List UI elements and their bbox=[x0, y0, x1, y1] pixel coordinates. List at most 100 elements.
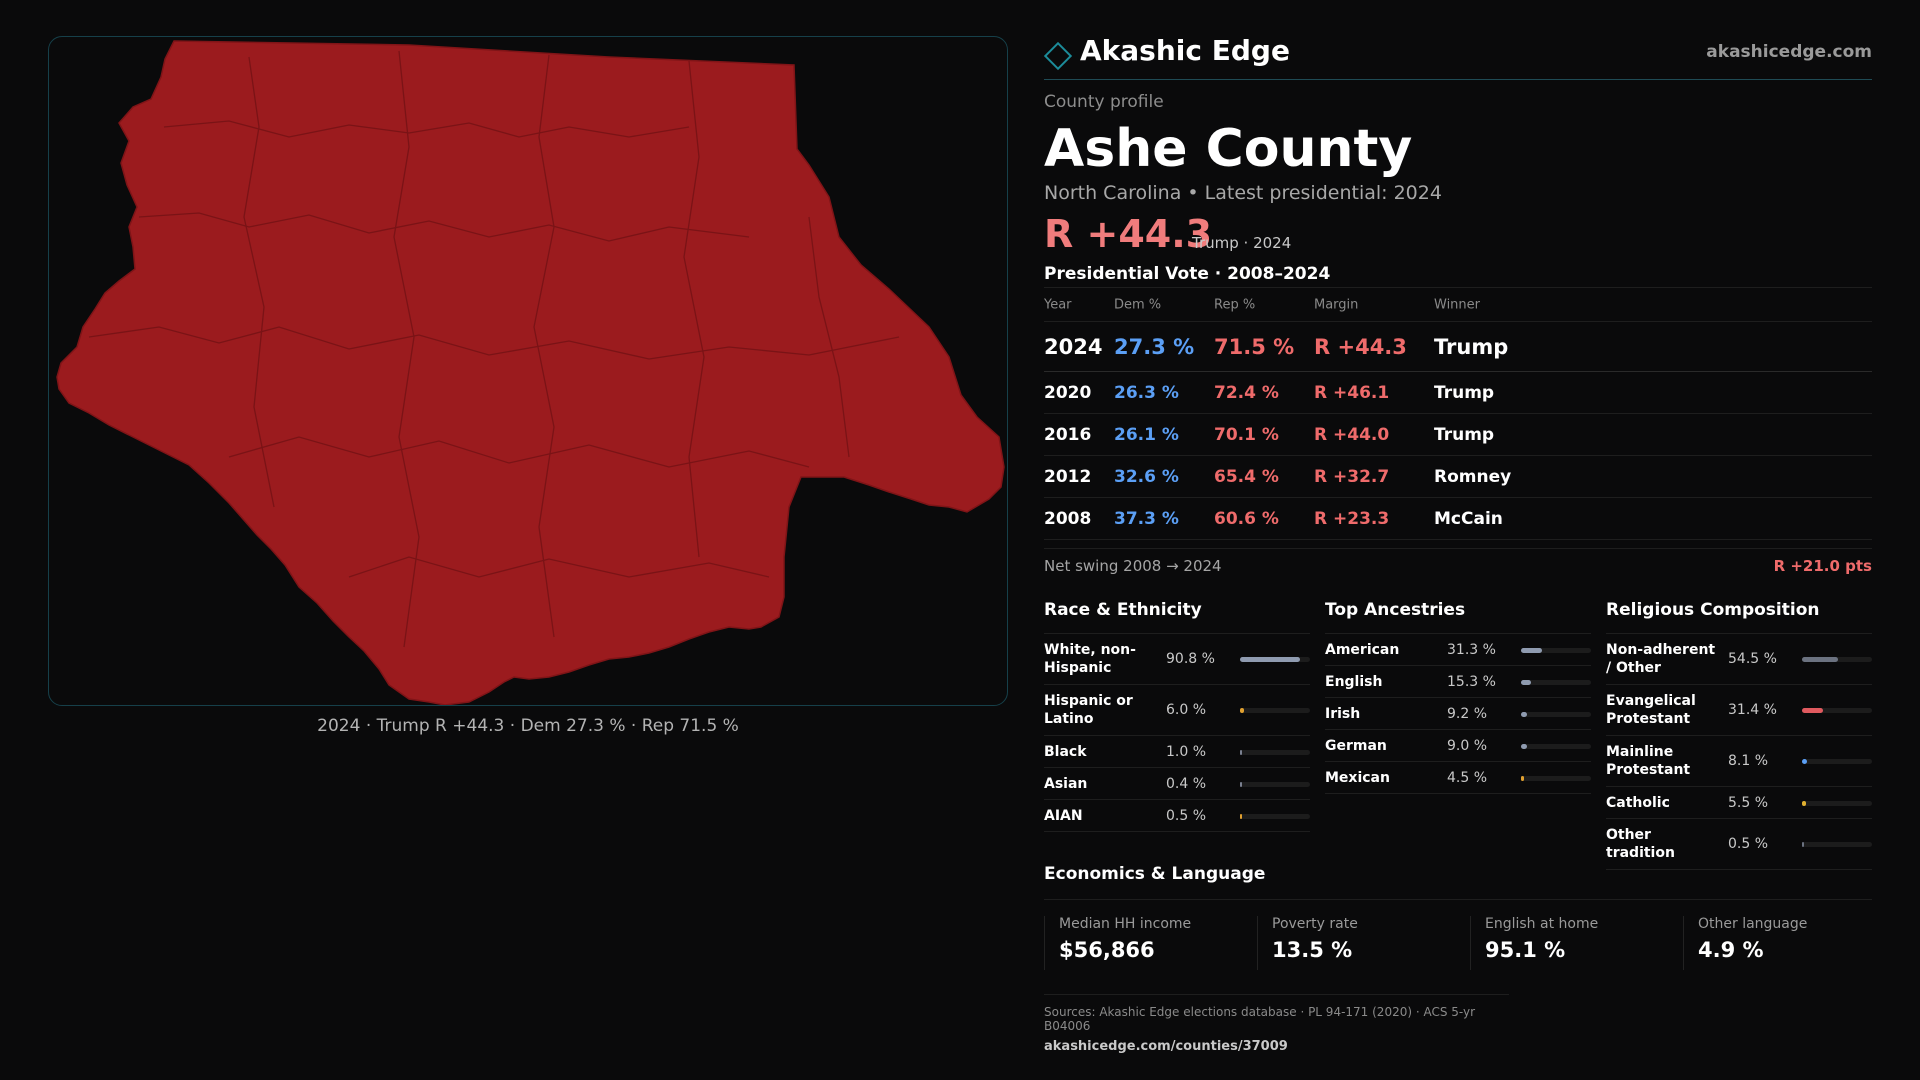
net-swing-value: R +21.0 pts bbox=[1773, 557, 1872, 575]
item-label: Asian bbox=[1044, 775, 1088, 792]
list-item: Hispanic or Latino 6.0 % bbox=[1044, 685, 1310, 736]
col-margin: Margin bbox=[1314, 297, 1359, 312]
item-value: 0.5 % bbox=[1166, 807, 1207, 824]
item-label: American bbox=[1325, 641, 1400, 658]
county-profile-panel: Akashic Edge akashicedge.com County prof… bbox=[1043, 34, 1872, 1054]
item-bar-fill bbox=[1802, 708, 1823, 713]
item-bar-track bbox=[1240, 708, 1310, 713]
stat-poverty-rate: Poverty rate 13.5 % bbox=[1257, 916, 1358, 970]
race-ethnicity-section: Race & Ethnicity White, non-Hispanic 90.8… bbox=[1044, 600, 1310, 832]
col-year: Year bbox=[1044, 297, 1072, 312]
row-winner: Trump bbox=[1434, 382, 1495, 403]
economics-heading: Economics & Language bbox=[1044, 864, 1872, 900]
item-label: Hispanic or Latino bbox=[1044, 693, 1133, 727]
row-margin: R +32.7 bbox=[1314, 466, 1390, 487]
page-title: Ashe County bbox=[1044, 119, 1413, 179]
sources-text: Sources: Akashic Edge elections database… bbox=[1044, 1005, 1476, 1033]
item-value: 9.2 % bbox=[1447, 705, 1488, 722]
economics-grid: Median HH income $56,866 Poverty rate 13… bbox=[1044, 916, 1872, 982]
item-label: English bbox=[1325, 673, 1383, 690]
row-dem: 26.3 % bbox=[1114, 382, 1179, 403]
item-value: 31.4 % bbox=[1728, 702, 1777, 718]
row-margin: R +44.3 bbox=[1314, 334, 1407, 359]
item-bar-fill bbox=[1240, 657, 1300, 662]
item-bar-track bbox=[1521, 775, 1591, 781]
item-value: 6.0 % bbox=[1166, 702, 1207, 718]
county-subtitle: North Carolina • Latest presidential: 20… bbox=[1044, 182, 1442, 204]
township-boundaries bbox=[88, 50, 900, 648]
item-bar-track bbox=[1240, 781, 1310, 787]
row-rep: 65.4 % bbox=[1214, 466, 1279, 487]
stat-label: Poverty rate bbox=[1272, 916, 1358, 932]
table-row: 2016 26.1 % 70.1 % R +44.0 Trump bbox=[1044, 414, 1872, 456]
item-bar-track bbox=[1802, 708, 1872, 713]
list-item: Mexican 4.5 % bbox=[1325, 762, 1591, 794]
item-bar-track bbox=[1521, 743, 1591, 749]
sources-footer: Sources: Akashic Edge elections database… bbox=[1044, 994, 1509, 1054]
item-bar-fill bbox=[1802, 800, 1806, 806]
row-margin: R +23.3 bbox=[1314, 508, 1390, 529]
list-item: Non-adherent / Other 54.5 % bbox=[1606, 634, 1872, 685]
item-label: Other tradition bbox=[1606, 827, 1675, 861]
demographics: Race & Ethnicity White, non-Hispanic 90.8… bbox=[1044, 600, 1872, 870]
race-list: White, non-Hispanic 90.8 % Hispanic or Lat… bbox=[1044, 634, 1310, 832]
item-value: 54.5 % bbox=[1728, 651, 1777, 667]
stat-other-language: Other language 4.9 % bbox=[1683, 916, 1807, 970]
ancestries-section: Top Ancestries American 31.3 % English 15.3… bbox=[1325, 600, 1591, 794]
item-bar-fill bbox=[1521, 775, 1524, 781]
religion-heading: Religious Composition bbox=[1606, 600, 1872, 634]
stat-value: 4.9 % bbox=[1698, 938, 1764, 962]
list-item: Catholic 5.5 % bbox=[1606, 787, 1872, 819]
item-value: 0.5 % bbox=[1728, 836, 1769, 852]
brand-url-link[interactable]: akashicedge.com bbox=[1706, 42, 1872, 62]
row-dem: 32.6 % bbox=[1114, 466, 1179, 487]
item-bar-fill bbox=[1521, 743, 1527, 749]
profile-kicker: County profile bbox=[1044, 92, 1164, 112]
list-item: Mainline Protestant 8.1 % bbox=[1606, 736, 1872, 787]
item-label: Mainline Protestant bbox=[1606, 744, 1691, 778]
item-bar-track bbox=[1802, 800, 1872, 806]
list-item: Other tradition 0.5 % bbox=[1606, 819, 1872, 870]
item-label: German bbox=[1325, 737, 1387, 754]
item-value: 15.3 % bbox=[1447, 673, 1496, 690]
county-shape bbox=[56, 40, 1005, 705]
stat-value: 95.1 % bbox=[1485, 938, 1566, 962]
list-item: Irish 9.2 % bbox=[1325, 698, 1591, 730]
col-winner: Winner bbox=[1434, 297, 1481, 312]
list-item: German 9.0 % bbox=[1325, 730, 1591, 762]
item-bar-track bbox=[1802, 657, 1872, 662]
stat-value: $56,866 bbox=[1059, 938, 1155, 962]
map-caption: 2024 · Trump R +44.3 · Dem 27.3 % · Rep … bbox=[317, 716, 739, 736]
table-row: 2008 37.3 % 60.6 % R +23.3 McCain bbox=[1044, 498, 1872, 540]
row-dem: 37.3 % bbox=[1114, 508, 1179, 529]
ancestry-heading: Top Ancestries bbox=[1325, 600, 1591, 634]
item-value: 1.0 % bbox=[1166, 743, 1207, 760]
item-value: 9.0 % bbox=[1447, 737, 1488, 754]
stat-english-home: English at home 95.1 % bbox=[1470, 916, 1598, 970]
item-value: 90.8 % bbox=[1166, 651, 1215, 667]
item-label: Catholic bbox=[1606, 794, 1670, 811]
stat-median-income: Median HH income $56,866 bbox=[1044, 916, 1191, 970]
item-label: Irish bbox=[1325, 705, 1361, 722]
item-value: 4.5 % bbox=[1447, 769, 1488, 786]
stat-label: English at home bbox=[1485, 916, 1599, 932]
item-bar-track bbox=[1240, 813, 1310, 819]
row-winner: Trump bbox=[1434, 334, 1509, 359]
item-value: 31.3 % bbox=[1447, 641, 1496, 658]
item-bar-track bbox=[1521, 711, 1591, 717]
county-url-link[interactable]: akashicedge.com/counties/37009 bbox=[1044, 1039, 1288, 1054]
item-value: 5.5 % bbox=[1728, 794, 1769, 811]
economics-section: Economics & Language Median HH income $5… bbox=[1044, 864, 1872, 982]
stat-label: Median HH income bbox=[1059, 916, 1192, 932]
col-rep: Rep % bbox=[1214, 297, 1256, 312]
item-bar-fill bbox=[1802, 759, 1807, 764]
row-year: 2012 bbox=[1044, 466, 1092, 487]
table-row: 2020 26.3 % 72.4 % R +46.1 Trump bbox=[1044, 372, 1872, 414]
list-item: American 31.3 % bbox=[1325, 634, 1591, 666]
item-bar-fill bbox=[1521, 679, 1531, 685]
stat-value: 13.5 % bbox=[1272, 938, 1353, 962]
item-bar-fill bbox=[1240, 813, 1242, 819]
religion-list: Non-adherent / Other 54.5 % Evangelical Pr… bbox=[1606, 634, 1872, 870]
net-swing-label: Net swing 2008 → 2024 bbox=[1044, 557, 1222, 575]
vote-table-header: Year Dem % Rep % Margin Winner bbox=[1044, 288, 1872, 322]
